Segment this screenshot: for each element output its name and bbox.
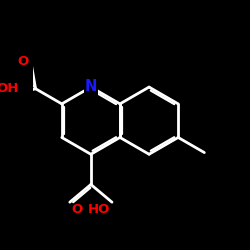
Text: HO: HO [88,204,110,216]
Text: N: N [85,79,97,94]
Text: O: O [71,203,82,216]
Text: OH: OH [0,82,19,95]
Text: O: O [18,55,29,68]
